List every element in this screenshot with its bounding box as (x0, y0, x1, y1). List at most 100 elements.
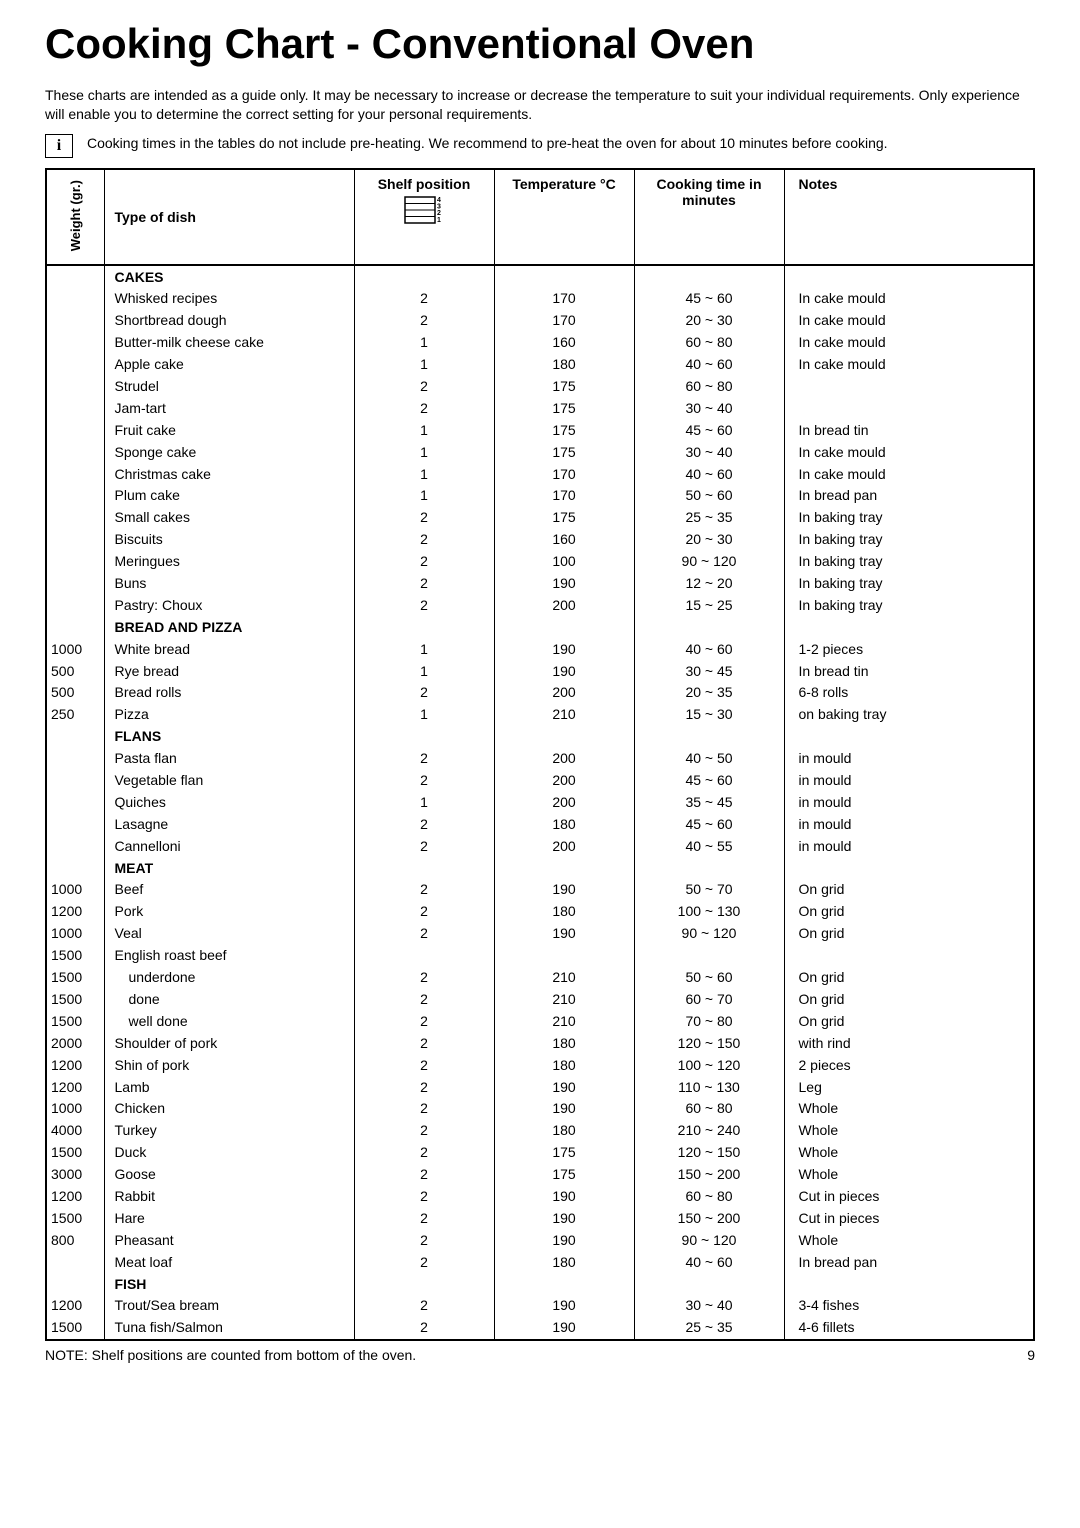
table-row: 1500well done221070 ~ 80On grid (46, 1010, 1034, 1032)
cell-shelf (354, 945, 494, 967)
cell-weight (46, 616, 104, 638)
cell-time: 30 ~ 40 (634, 397, 784, 419)
info-icon: i (45, 134, 73, 158)
cell-weight (46, 857, 104, 879)
cell-notes: 4-6 fillets (784, 1317, 1034, 1340)
cell-weight: 2000 (46, 1032, 104, 1054)
cell-weight (46, 397, 104, 419)
cell-weight: 500 (46, 660, 104, 682)
cell-type: Fruit cake (104, 419, 354, 441)
cell-notes: 3-4 fishes (784, 1295, 1034, 1317)
cell-time: 25 ~ 35 (634, 507, 784, 529)
cell-time: 60 ~ 80 (634, 332, 784, 354)
cell-type: Trout/Sea bream (104, 1295, 354, 1317)
cell-temp: 190 (494, 638, 634, 660)
cell-type: Pizza (104, 704, 354, 726)
table-row: Fruit cake117545 ~ 60In bread tin (46, 419, 1034, 441)
cell-type: Shin of pork (104, 1054, 354, 1076)
table-row: Biscuits216020 ~ 30In baking tray (46, 529, 1034, 551)
cell-notes: On grid (784, 879, 1034, 901)
cell-weight (46, 485, 104, 507)
cell-weight (46, 770, 104, 792)
cell-time: 20 ~ 35 (634, 682, 784, 704)
cell-weight (46, 332, 104, 354)
cell-notes: with rind (784, 1032, 1034, 1054)
cell-weight: 1200 (46, 1295, 104, 1317)
cell-notes: In cake mould (784, 354, 1034, 376)
cell-type: Butter-milk cheese cake (104, 332, 354, 354)
table-row: 250Pizza121015 ~ 30on baking tray (46, 704, 1034, 726)
table-row: BREAD AND PIZZA (46, 616, 1034, 638)
cell-notes: On grid (784, 988, 1034, 1010)
cell-notes: Cut in pieces (784, 1207, 1034, 1229)
cell-time: 30 ~ 40 (634, 441, 784, 463)
cell-shelf: 1 (354, 441, 494, 463)
cell-notes: in mould (784, 791, 1034, 813)
cell-weight (46, 573, 104, 595)
cell-type: Christmas cake (104, 463, 354, 485)
cell-time: 40 ~ 60 (634, 1251, 784, 1273)
cell-shelf: 2 (354, 1142, 494, 1164)
cell-notes: Whole (784, 1142, 1034, 1164)
cell-time: 25 ~ 35 (634, 1317, 784, 1340)
cell-temp: 190 (494, 1185, 634, 1207)
cell-shelf: 2 (354, 507, 494, 529)
cell-time: 150 ~ 200 (634, 1207, 784, 1229)
cell-weight (46, 463, 104, 485)
cell-shelf: 1 (354, 332, 494, 354)
table-row: CAKES (46, 265, 1034, 288)
table-row: 500Bread rolls220020 ~ 356-8 rolls (46, 682, 1034, 704)
table-row: 1000Veal219090 ~ 120On grid (46, 923, 1034, 945)
cell-time: 40 ~ 60 (634, 638, 784, 660)
cell-notes: On grid (784, 1010, 1034, 1032)
cell-time: 60 ~ 80 (634, 376, 784, 398)
cell-weight: 1500 (46, 1010, 104, 1032)
cell-temp: 190 (494, 1229, 634, 1251)
cell-shelf: 2 (354, 813, 494, 835)
cell-type: Shoulder of pork (104, 1032, 354, 1054)
cell-notes: In baking tray (784, 507, 1034, 529)
cell-weight: 1500 (46, 1142, 104, 1164)
table-row: Meat loaf218040 ~ 60In bread pan (46, 1251, 1034, 1273)
cell-shelf: 2 (354, 1120, 494, 1142)
cell-type: Turkey (104, 1120, 354, 1142)
cell-shelf: 2 (354, 573, 494, 595)
cell-notes: in mould (784, 813, 1034, 835)
table-row: Pastry: Choux220015 ~ 25In baking tray (46, 594, 1034, 616)
cell-notes: 1-2 pieces (784, 638, 1034, 660)
table-row: Buns219012 ~ 20In baking tray (46, 573, 1034, 595)
cell-notes: In baking tray (784, 573, 1034, 595)
cell-notes: In bread tin (784, 660, 1034, 682)
table-row: Lasagne218045 ~ 60in mould (46, 813, 1034, 835)
table-row: 1500Duck2175120 ~ 150Whole (46, 1142, 1034, 1164)
cell-notes: In cake mould (784, 441, 1034, 463)
table-row: 2000Shoulder of pork2180120 ~ 150with ri… (46, 1032, 1034, 1054)
cell-time: 15 ~ 25 (634, 594, 784, 616)
cell-temp: 190 (494, 923, 634, 945)
cell-notes: in mould (784, 835, 1034, 857)
cell-type: Veal (104, 923, 354, 945)
cell-weight: 1500 (46, 988, 104, 1010)
cell-type: Jam-tart (104, 397, 354, 419)
cell-time: 60 ~ 70 (634, 988, 784, 1010)
cell-shelf: 2 (354, 1010, 494, 1032)
table-row: 1200Trout/Sea bream219030 ~ 403-4 fishes (46, 1295, 1034, 1317)
cell-shelf: 2 (354, 1295, 494, 1317)
cell-temp: 190 (494, 573, 634, 595)
cell-time: 45 ~ 60 (634, 813, 784, 835)
cell-time (634, 726, 784, 748)
cell-type: Buns (104, 573, 354, 595)
cell-weight (46, 354, 104, 376)
cell-weight (46, 835, 104, 857)
cell-notes (784, 1273, 1034, 1295)
cell-temp: 200 (494, 748, 634, 770)
cell-time: 90 ~ 120 (634, 923, 784, 945)
cell-time: 30 ~ 45 (634, 660, 784, 682)
table-row: 1200Lamb2190110 ~ 130Leg (46, 1076, 1034, 1098)
cell-temp (494, 726, 634, 748)
info-row: i Cooking times in the tables do not inc… (45, 134, 1035, 158)
cell-shelf: 2 (354, 1229, 494, 1251)
cell-temp: 200 (494, 770, 634, 792)
svg-text:2: 2 (437, 210, 441, 217)
cell-weight: 1500 (46, 1207, 104, 1229)
